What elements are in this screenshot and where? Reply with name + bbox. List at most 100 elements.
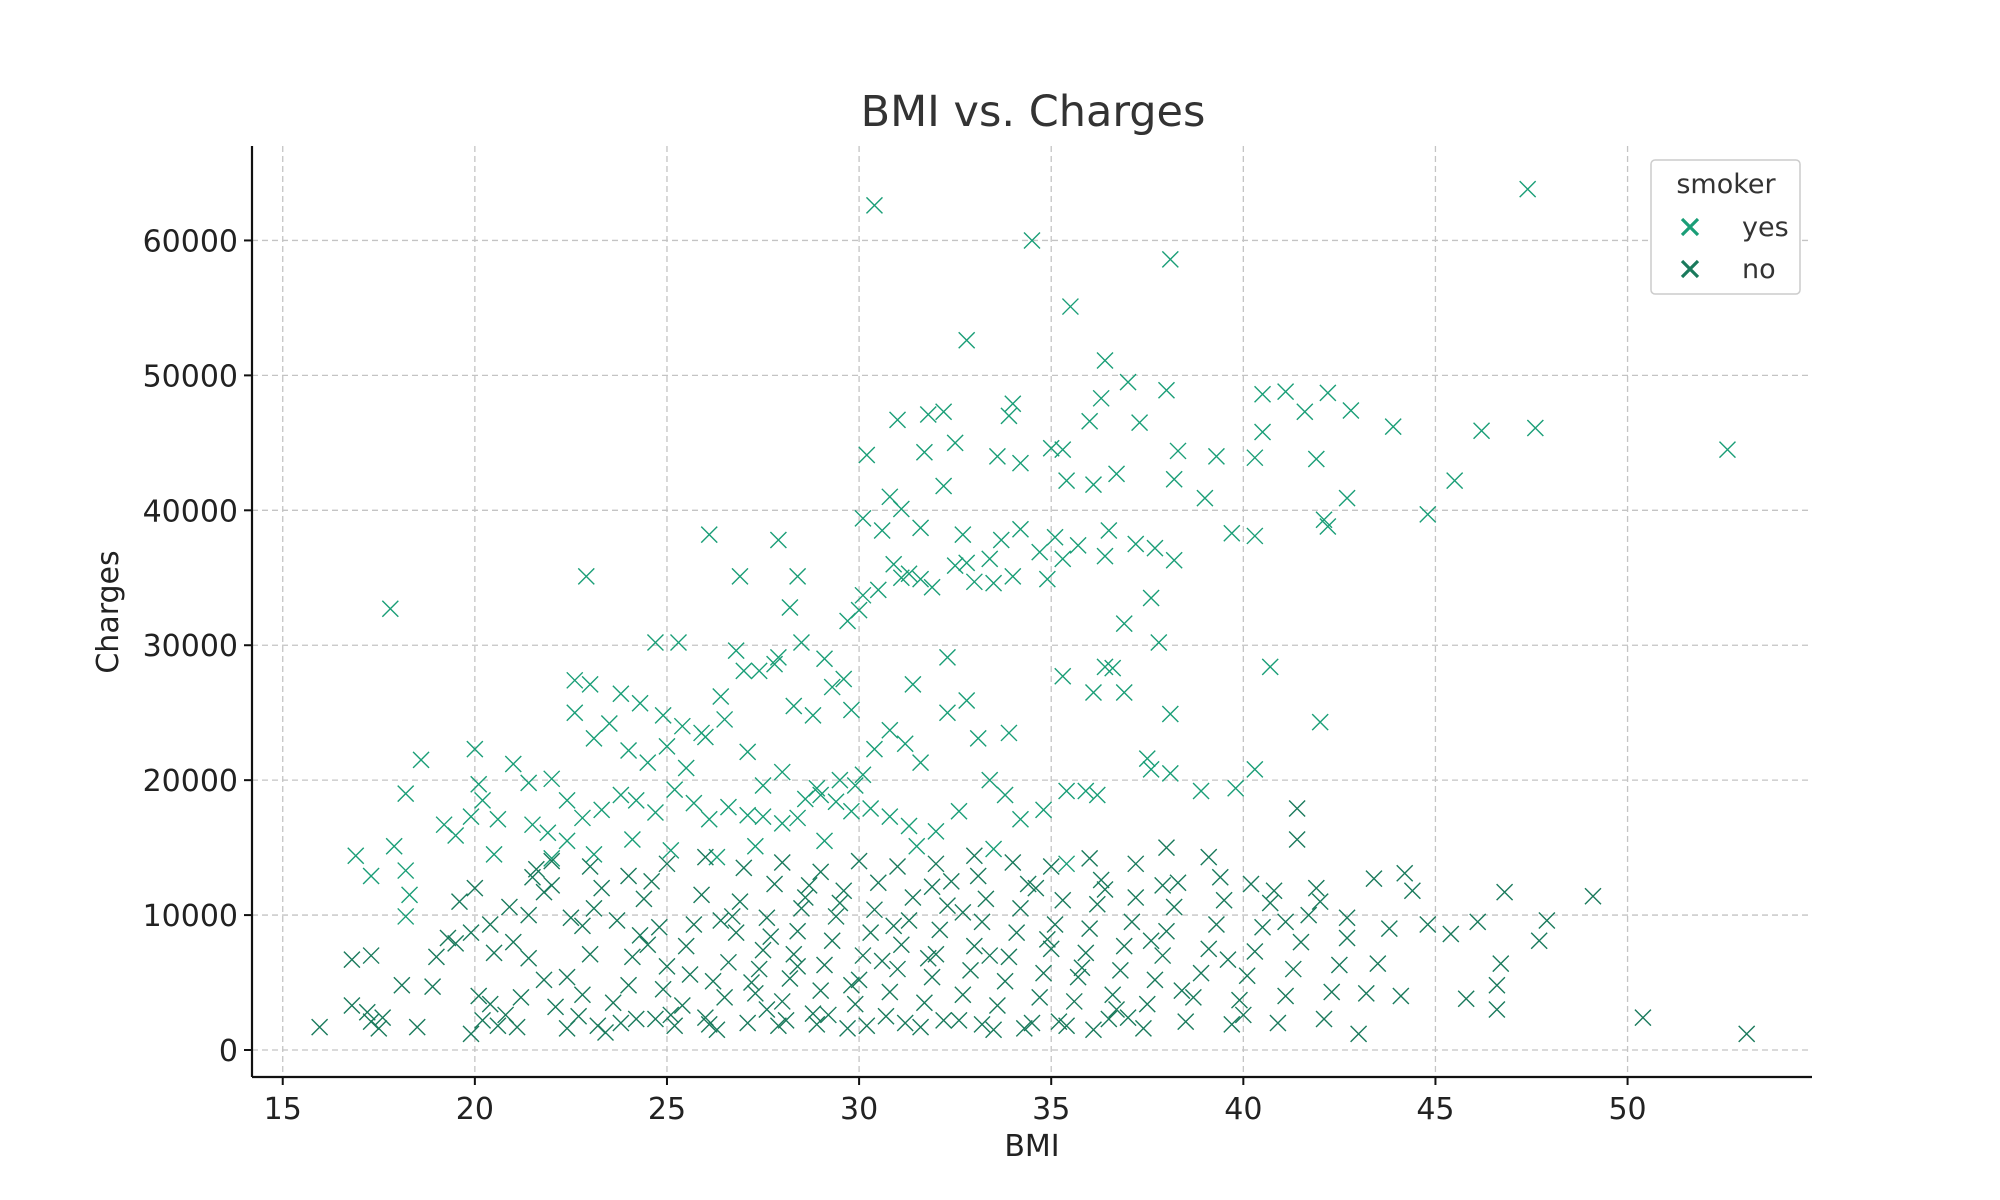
point-smoker-no bbox=[777, 1011, 795, 1029]
point-smoker-yes bbox=[1196, 489, 1214, 507]
point-smoker-yes bbox=[362, 867, 380, 885]
point-smoker-no bbox=[1200, 848, 1218, 866]
point-smoker-no bbox=[447, 934, 465, 952]
point-smoker-no bbox=[1058, 1017, 1076, 1035]
point-smoker-no bbox=[512, 988, 530, 1006]
point-smoker-yes bbox=[646, 804, 664, 822]
legend-title: smoker bbox=[1676, 169, 1776, 200]
point-smoker-no bbox=[819, 1006, 837, 1024]
point-smoker-no bbox=[1403, 882, 1421, 900]
point-smoker-yes bbox=[462, 808, 480, 826]
point-smoker-no bbox=[1042, 940, 1060, 958]
point-smoker-no bbox=[850, 852, 868, 870]
point-smoker-no bbox=[489, 1017, 507, 1035]
point-smoker-yes bbox=[1131, 414, 1149, 432]
point-smoker-no bbox=[858, 1017, 876, 1035]
y-tick-label: 20000 bbox=[143, 764, 238, 799]
point-smoker-yes bbox=[654, 706, 672, 724]
point-smoker-no bbox=[973, 913, 991, 931]
point-smoker-yes bbox=[981, 771, 999, 789]
point-smoker-no bbox=[650, 918, 668, 936]
point-smoker-no bbox=[789, 957, 807, 975]
point-smoker-no bbox=[500, 898, 518, 916]
point-smoker-no bbox=[470, 987, 488, 1005]
y-tick-label: 50000 bbox=[143, 359, 238, 394]
point-smoker-no bbox=[1042, 858, 1060, 876]
point-smoker-no bbox=[623, 948, 641, 966]
point-smoker-yes bbox=[1311, 713, 1329, 731]
point-smoker-no bbox=[1192, 964, 1210, 982]
point-smoker-yes bbox=[558, 791, 576, 809]
point-smoker-no bbox=[923, 878, 941, 896]
point-smoker-no bbox=[1011, 899, 1029, 917]
point-smoker-no bbox=[1442, 925, 1460, 943]
x-tick-label: 15 bbox=[264, 1092, 302, 1127]
point-smoker-no bbox=[1046, 916, 1064, 934]
point-smoker-yes bbox=[1277, 383, 1295, 401]
point-smoker-no bbox=[1284, 960, 1302, 978]
point-smoker-no bbox=[608, 911, 626, 929]
point-smoker-yes bbox=[1115, 615, 1133, 633]
point-smoker-yes bbox=[639, 754, 657, 772]
point-smoker-no bbox=[1307, 879, 1325, 897]
point-smoker-no bbox=[1088, 895, 1106, 913]
point-smoker-no bbox=[862, 924, 880, 942]
point-smoker-yes bbox=[1718, 441, 1736, 459]
point-smoker-yes bbox=[1031, 543, 1049, 561]
point-smoker-yes bbox=[992, 531, 1010, 549]
point-smoker-yes bbox=[900, 565, 918, 583]
point-smoker-no bbox=[877, 1007, 895, 1025]
point-smoker-no bbox=[1081, 920, 1099, 938]
point-smoker-no bbox=[850, 971, 868, 989]
point-smoker-yes bbox=[489, 810, 507, 828]
point-smoker-yes bbox=[958, 331, 976, 349]
point-smoker-yes bbox=[1161, 764, 1179, 782]
point-smoker-no bbox=[1173, 982, 1191, 1000]
point-smoker-yes bbox=[1096, 547, 1114, 565]
point-smoker-no bbox=[754, 941, 772, 959]
point-smoker-no bbox=[585, 899, 603, 917]
point-smoker-yes bbox=[1084, 476, 1102, 494]
point-smoker-yes bbox=[750, 662, 768, 680]
point-smoker-no bbox=[1207, 916, 1225, 934]
legend: smoker yes no bbox=[1650, 159, 1801, 295]
point-smoker-yes bbox=[658, 737, 676, 755]
point-smoker-yes bbox=[1011, 810, 1029, 828]
point-smoker-no bbox=[543, 852, 561, 870]
point-smoker-yes bbox=[696, 728, 714, 746]
point-smoker-no bbox=[1184, 988, 1202, 1006]
point-smoker-no bbox=[374, 1009, 392, 1027]
point-smoker-no bbox=[520, 949, 538, 967]
point-smoker-no bbox=[1127, 855, 1145, 873]
point-smoker-yes bbox=[1011, 520, 1029, 538]
point-smoker-yes bbox=[773, 814, 791, 832]
point-smoker-yes bbox=[581, 675, 599, 693]
point-smoker-yes bbox=[397, 862, 415, 880]
point-smoker-no bbox=[1050, 1013, 1068, 1031]
point-smoker-no bbox=[1419, 916, 1437, 934]
point-smoker-no bbox=[589, 1017, 607, 1035]
point-smoker-no bbox=[581, 945, 599, 963]
point-smoker-no bbox=[1496, 883, 1514, 901]
point-smoker-yes bbox=[789, 809, 807, 827]
point-smoker-no bbox=[942, 872, 960, 890]
point-smoker-no bbox=[1238, 967, 1256, 985]
point-smoker-yes bbox=[612, 786, 630, 804]
point-smoker-no bbox=[1392, 987, 1410, 1005]
point-smoker-no bbox=[1035, 964, 1053, 982]
point-smoker-no bbox=[573, 986, 591, 1004]
x-tick-label: 45 bbox=[1416, 1092, 1454, 1127]
point-smoker-yes bbox=[1104, 659, 1122, 677]
point-smoker-yes bbox=[735, 662, 753, 680]
point-smoker-yes bbox=[593, 801, 611, 819]
point-smoker-no bbox=[1115, 937, 1133, 955]
point-smoker-yes bbox=[1038, 570, 1056, 588]
point-smoker-yes bbox=[1081, 412, 1099, 430]
point-smoker-yes bbox=[543, 770, 561, 788]
point-smoker-no bbox=[593, 879, 611, 897]
point-smoker-yes bbox=[1157, 381, 1175, 399]
point-smoker-no bbox=[343, 951, 361, 969]
point-smoker-yes bbox=[873, 522, 891, 540]
point-smoker-no bbox=[900, 911, 918, 929]
point-smoker-yes bbox=[889, 411, 907, 429]
